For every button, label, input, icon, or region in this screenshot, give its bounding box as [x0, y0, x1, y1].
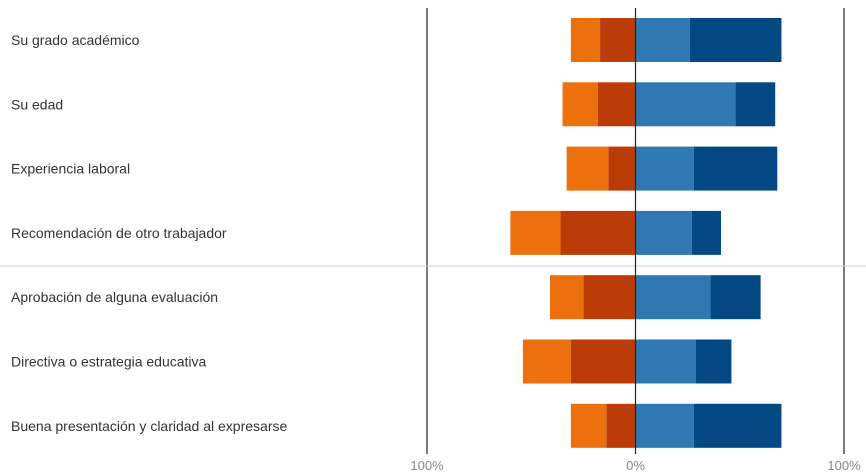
- bar-pos-0-row-6: [635, 403, 694, 448]
- category-label: Directiva o estrategia educativa: [11, 354, 207, 370]
- category-label: Experiencia laboral: [11, 161, 130, 177]
- bar-neg-0-row-5: [570, 339, 636, 384]
- bars-group: [510, 18, 782, 448]
- bar-pos-0-row-4: [635, 275, 711, 320]
- bar-neg-0-row-4: [583, 275, 636, 320]
- bar-pos-1-row-3: [691, 210, 721, 255]
- bar-pos-1-row-5: [695, 339, 732, 384]
- bar-pos-1-row-4: [710, 275, 761, 320]
- bar-neg-1-row-5: [522, 339, 571, 384]
- bar-neg-0-row-0: [600, 18, 636, 62]
- bar-pos-0-row-2: [635, 146, 694, 191]
- bar-neg-1-row-2: [566, 146, 609, 191]
- bar-neg-1-row-1: [562, 82, 598, 127]
- category-label: Recomendación de otro trabajador: [11, 225, 227, 241]
- bar-pos-1-row-6: [693, 403, 782, 448]
- category-labels: Su grado académico Su edad Experiencia lab…: [11, 32, 287, 434]
- category-label: Su grado académico: [11, 32, 140, 48]
- bar-pos-1-row-2: [693, 146, 778, 191]
- bar-pos-0-row-1: [635, 82, 736, 127]
- category-label: Aprobación de alguna evaluación: [11, 289, 218, 305]
- bar-neg-1-row-0: [570, 18, 601, 62]
- bar-neg-1-row-4: [550, 275, 584, 320]
- bar-pos-1-row-0: [689, 18, 782, 62]
- bar-pos-1-row-1: [735, 82, 776, 127]
- x-axis-ticks: 100% 0% 100%: [410, 458, 861, 473]
- x-tick-label: 0%: [626, 458, 645, 473]
- bar-neg-0-row-2: [608, 146, 636, 191]
- bar-neg-1-row-6: [570, 403, 607, 448]
- bar-pos-0-row-5: [635, 339, 696, 384]
- bar-neg-1-row-3: [510, 210, 561, 255]
- bar-neg-0-row-3: [560, 210, 636, 255]
- bar-neg-0-row-6: [606, 403, 636, 448]
- bar-pos-0-row-0: [635, 18, 690, 62]
- x-tick-label: 100%: [827, 458, 861, 473]
- bar-pos-0-row-3: [635, 210, 692, 255]
- category-label: Su edad: [11, 96, 63, 112]
- bar-neg-0-row-1: [597, 82, 636, 127]
- x-tick-label: 100%: [410, 458, 444, 473]
- category-label: Buena presentación y claridad al expresa…: [11, 418, 287, 434]
